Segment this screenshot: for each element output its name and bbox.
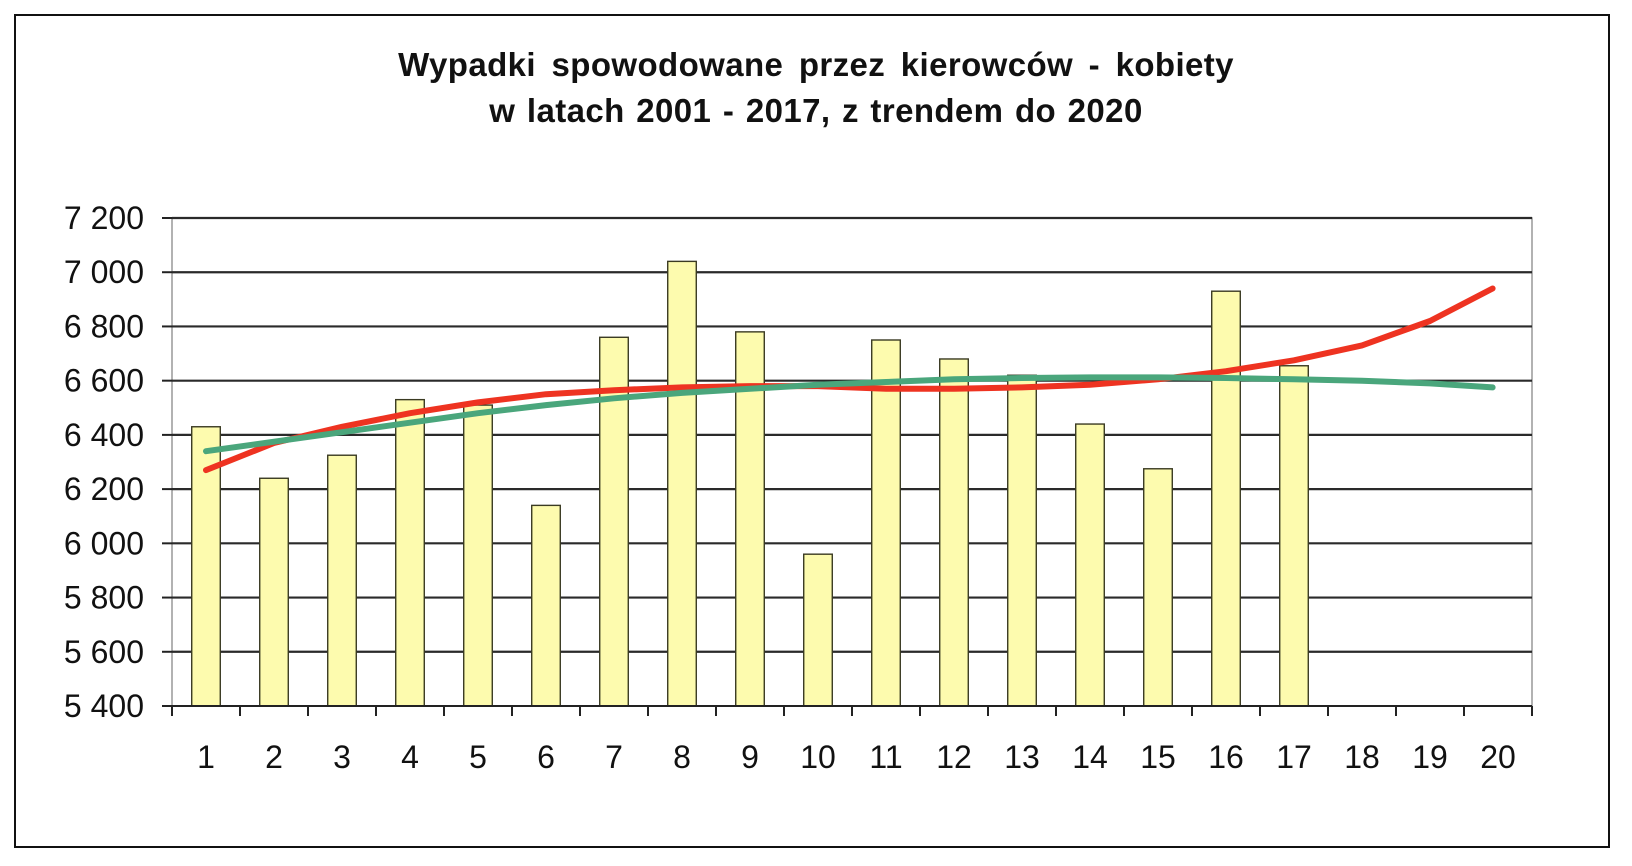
x-tick-label: 12 (936, 739, 972, 775)
x-tick-label: 11 (869, 739, 902, 775)
x-tick-label: 20 (1480, 739, 1516, 775)
bar (1211, 290, 1241, 707)
bar (259, 477, 289, 707)
trend-line-green (203, 374, 1496, 455)
y-tick-label: 6 600 (64, 363, 144, 399)
axis-layer: 5 400 5 600 5 800 6 000 6 200 6 400 6 600 6 800… (64, 200, 1533, 775)
y-tick-label: 7 200 (64, 200, 144, 236)
y-tick-label: 6 400 (64, 417, 144, 453)
x-tick-label: 4 (401, 739, 419, 775)
y-tick-label: 6 000 (64, 525, 144, 561)
bar (667, 260, 697, 707)
x-tick-label: 15 (1140, 739, 1176, 775)
x-tick-label: 17 (1276, 739, 1312, 775)
x-tick-label: 5 (469, 739, 487, 775)
bar (1279, 365, 1309, 707)
x-tick-label: 16 (1208, 739, 1244, 775)
bar (871, 339, 901, 707)
bar (1075, 423, 1105, 707)
bar (1143, 468, 1173, 707)
trend-line-red (203, 285, 1496, 474)
x-tick-label: 9 (741, 739, 759, 775)
x-tick-label: 2 (265, 739, 283, 775)
y-tick-label: 6 200 (64, 471, 144, 507)
y-tick-label: 7 000 (64, 254, 144, 290)
bar (191, 426, 221, 707)
y-tick-label: 5 400 (64, 688, 144, 724)
y-tick-label: 5 800 (64, 580, 144, 616)
bar (939, 358, 969, 707)
bar (803, 553, 833, 707)
x-tick-label: 1 (197, 739, 215, 775)
bar (1007, 374, 1037, 707)
bar (395, 398, 425, 707)
grid-layer (171, 216, 1533, 707)
bar-layer (191, 260, 1309, 707)
chart-title: Wypadki spowodowane przez kierowców - ko… (398, 46, 1234, 83)
bar (735, 331, 765, 707)
x-tick-label: 18 (1344, 739, 1380, 775)
bar (531, 504, 561, 707)
y-tick-label: 5 600 (64, 634, 144, 670)
line-layer (203, 285, 1496, 474)
y-tick-label: 6 800 (64, 308, 144, 344)
bar (463, 404, 493, 707)
chart-subtitle: w latach 2001 - 2017, z trendem do 2020 (489, 92, 1143, 129)
plot-area (171, 217, 1533, 707)
x-tick-label: 14 (1072, 739, 1108, 775)
x-tick-label: 7 (605, 739, 623, 775)
x-tick-label: 8 (673, 739, 691, 775)
x-tick-label: 13 (1004, 739, 1040, 775)
x-tick-label: 6 (537, 739, 555, 775)
x-tick-label: 3 (333, 739, 351, 775)
x-tick-label: 10 (800, 739, 836, 775)
bar (327, 454, 357, 707)
x-tick-label: 19 (1412, 739, 1448, 775)
